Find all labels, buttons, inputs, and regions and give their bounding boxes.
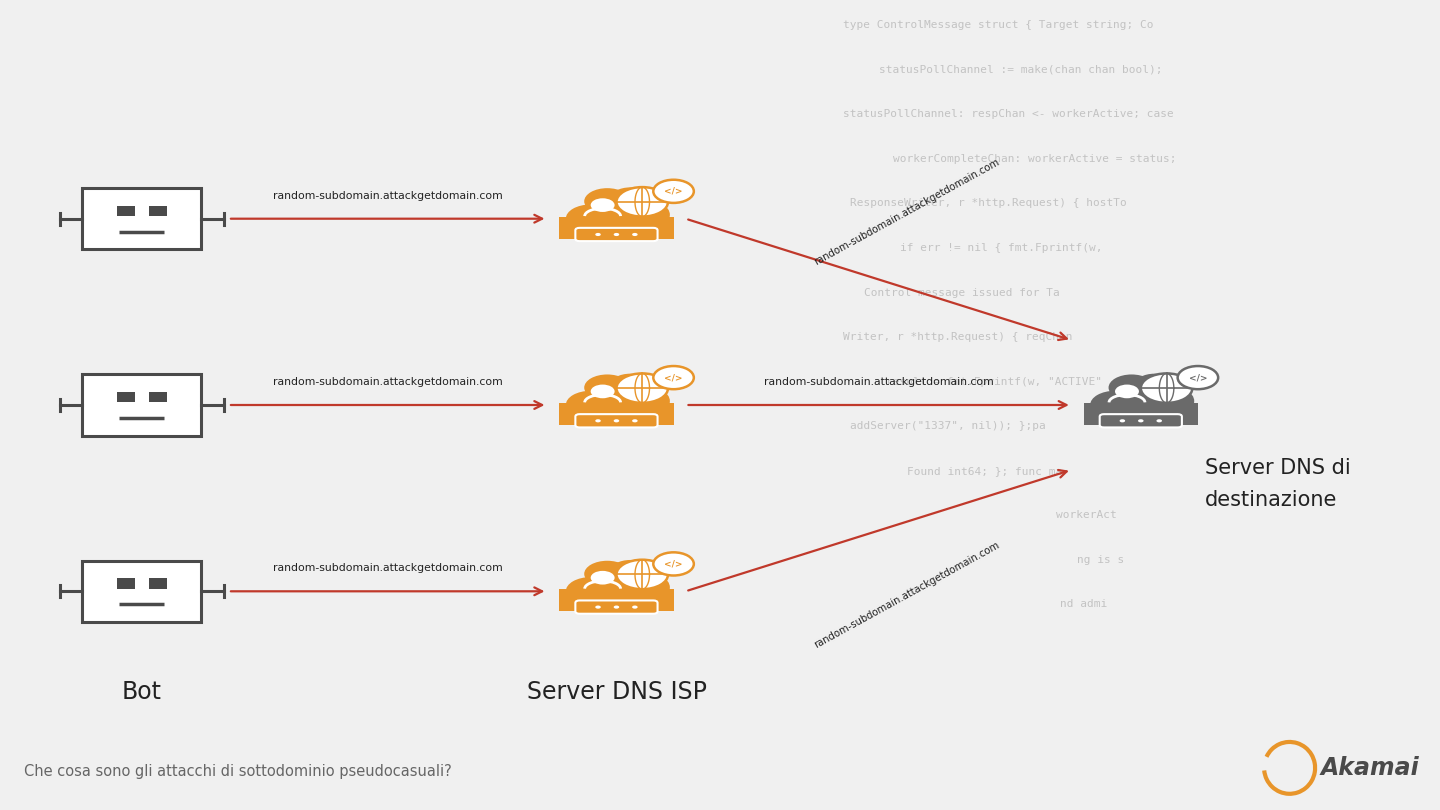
FancyBboxPatch shape: [576, 414, 658, 428]
Circle shape: [595, 233, 600, 236]
FancyBboxPatch shape: [1084, 403, 1198, 425]
Circle shape: [1120, 420, 1125, 422]
Text: destinazione: destinazione: [1205, 490, 1336, 510]
Circle shape: [585, 188, 631, 215]
Circle shape: [1178, 366, 1218, 390]
Text: ResponseWriter, r *http.Request) { hostTo: ResponseWriter, r *http.Request) { hostT…: [850, 198, 1128, 208]
FancyBboxPatch shape: [117, 392, 134, 403]
Circle shape: [595, 606, 600, 608]
Circle shape: [1138, 420, 1143, 422]
Circle shape: [615, 386, 670, 417]
Circle shape: [632, 233, 638, 236]
Circle shape: [595, 420, 600, 422]
Circle shape: [613, 420, 619, 422]
Circle shape: [611, 187, 651, 211]
Text: workerAct: workerAct: [1056, 510, 1116, 520]
Circle shape: [611, 560, 651, 583]
Text: Writer, r *http.Request) { reqChan: Writer, r *http.Request) { reqChan: [844, 332, 1073, 342]
Circle shape: [1140, 373, 1192, 403]
FancyBboxPatch shape: [559, 216, 674, 239]
Text: random-subdomain.attackgetdomain.com: random-subdomain.attackgetdomain.com: [272, 191, 503, 201]
Circle shape: [1156, 420, 1162, 422]
FancyBboxPatch shape: [576, 228, 658, 241]
Text: Found int64; }; func ma: Found int64; }; func ma: [907, 466, 1063, 475]
Text: Control message issued for Ta: Control message issued for Ta: [864, 288, 1060, 297]
Circle shape: [611, 373, 651, 397]
FancyBboxPatch shape: [559, 403, 674, 425]
Circle shape: [616, 187, 668, 216]
Circle shape: [613, 233, 619, 236]
Circle shape: [582, 194, 651, 235]
Circle shape: [615, 572, 670, 603]
Text: random-subdomain.attackgetdomain.com: random-subdomain.attackgetdomain.com: [812, 540, 1001, 650]
FancyBboxPatch shape: [148, 206, 167, 216]
Circle shape: [1090, 390, 1140, 420]
Text: Akamai: Akamai: [1320, 756, 1420, 780]
Circle shape: [1115, 385, 1139, 399]
FancyBboxPatch shape: [117, 578, 134, 589]
Text: ng is s: ng is s: [1077, 555, 1125, 565]
Text: Che cosa sono gli attacchi di sottodominio pseudocasuali?: Che cosa sono gli attacchi di sottodomin…: [24, 764, 452, 779]
Circle shape: [632, 606, 638, 608]
Text: Server DNS di: Server DNS di: [1205, 458, 1351, 478]
Circle shape: [616, 373, 668, 403]
Text: </>: </>: [1188, 373, 1207, 382]
Circle shape: [654, 180, 694, 202]
Circle shape: [585, 561, 631, 587]
Text: statusPollChannel: respChan <- workerActive; case: statusPollChannel: respChan <- workerAct…: [844, 109, 1174, 119]
Text: </>: </>: [664, 373, 683, 382]
Text: result = fmt.Fprintf(w, "ACTIVE": result = fmt.Fprintf(w, "ACTIVE": [886, 377, 1102, 386]
FancyBboxPatch shape: [559, 589, 674, 612]
Circle shape: [582, 567, 651, 608]
Text: type ControlMessage struct { Target string; Co: type ControlMessage struct { Target stri…: [844, 20, 1153, 30]
Circle shape: [615, 199, 670, 231]
Text: random-subdomain.attackgetdomain.com: random-subdomain.attackgetdomain.com: [272, 377, 503, 387]
Circle shape: [1106, 381, 1176, 421]
Circle shape: [590, 198, 615, 212]
Circle shape: [613, 606, 619, 608]
Circle shape: [566, 577, 615, 606]
Circle shape: [616, 560, 668, 589]
Text: random-subdomain.attackgetdomain.com: random-subdomain.attackgetdomain.com: [812, 157, 1001, 267]
Text: </>: </>: [664, 187, 683, 196]
Text: Bot: Bot: [122, 680, 161, 705]
Text: random-subdomain.attackgetdomain.com: random-subdomain.attackgetdomain.com: [272, 564, 503, 573]
Circle shape: [590, 385, 615, 399]
Text: nd admi: nd admi: [1060, 599, 1107, 609]
Text: workerCompleteChan: workerActive = status;: workerCompleteChan: workerActive = statu…: [893, 154, 1176, 164]
Circle shape: [654, 552, 694, 575]
Circle shape: [1109, 374, 1155, 401]
Text: if err != nil { fmt.Fprintf(w,: if err != nil { fmt.Fprintf(w,: [900, 243, 1103, 253]
Text: random-subdomain.attackgetdomain.com: random-subdomain.attackgetdomain.com: [763, 377, 994, 387]
Circle shape: [582, 381, 651, 421]
Circle shape: [1139, 386, 1194, 417]
Circle shape: [590, 571, 615, 585]
Text: </>: </>: [664, 560, 683, 569]
Circle shape: [632, 420, 638, 422]
FancyBboxPatch shape: [82, 188, 202, 249]
FancyBboxPatch shape: [576, 600, 658, 614]
FancyBboxPatch shape: [1100, 414, 1182, 428]
Text: Server DNS ISP: Server DNS ISP: [527, 680, 707, 705]
Circle shape: [566, 204, 615, 233]
Circle shape: [585, 374, 631, 401]
Circle shape: [1135, 373, 1175, 397]
FancyBboxPatch shape: [148, 578, 167, 589]
FancyBboxPatch shape: [82, 561, 202, 622]
Text: statusPollChannel := make(chan chan bool);: statusPollChannel := make(chan chan bool…: [878, 65, 1162, 75]
Circle shape: [566, 390, 615, 420]
FancyBboxPatch shape: [82, 374, 202, 436]
FancyBboxPatch shape: [148, 392, 167, 403]
Text: addServer("1337", nil)); };pa: addServer("1337", nil)); };pa: [850, 421, 1045, 431]
FancyBboxPatch shape: [117, 206, 134, 216]
Circle shape: [654, 366, 694, 390]
